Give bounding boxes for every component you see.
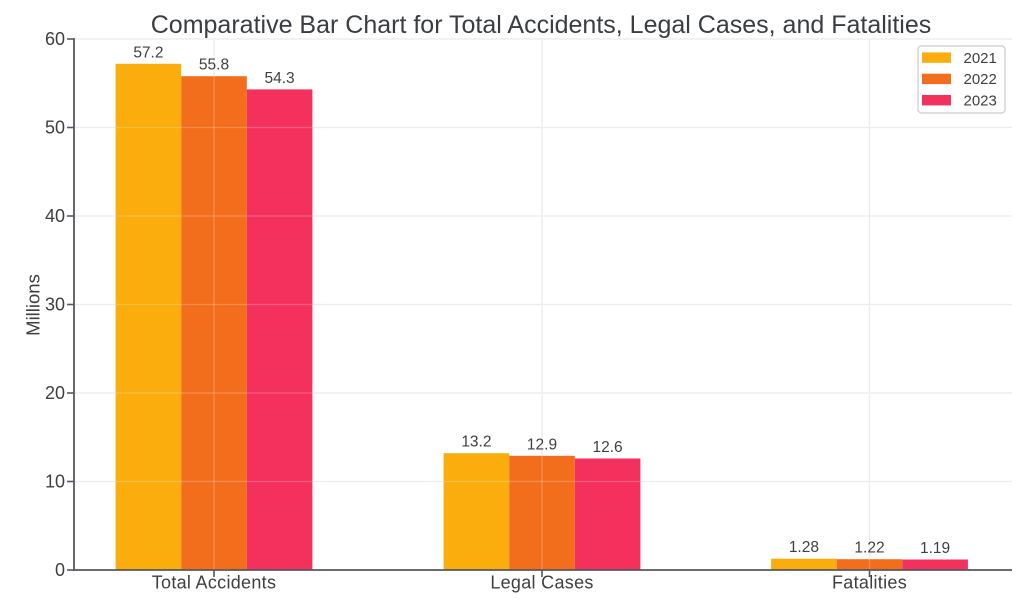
svg-text:55.8: 55.8 — [199, 57, 229, 74]
svg-text:Comparative Bar Chart for Tota: Comparative Bar Chart for Total Accident… — [151, 11, 931, 39]
svg-text:Total Accidents: Total Accidents — [152, 573, 277, 593]
svg-text:57.2: 57.2 — [133, 44, 163, 61]
svg-text:54.3: 54.3 — [265, 70, 295, 87]
svg-text:30: 30 — [45, 295, 65, 315]
svg-text:Legal Cases: Legal Cases — [490, 573, 593, 593]
svg-text:1.22: 1.22 — [854, 540, 884, 557]
svg-text:2023: 2023 — [964, 92, 997, 109]
svg-text:2022: 2022 — [964, 71, 997, 88]
svg-text:1.28: 1.28 — [789, 539, 819, 556]
svg-text:12.6: 12.6 — [593, 439, 623, 456]
svg-text:60: 60 — [45, 29, 65, 49]
svg-text:0: 0 — [55, 560, 65, 580]
svg-text:50: 50 — [45, 118, 65, 138]
svg-text:2021: 2021 — [964, 50, 997, 67]
svg-text:Fatalities: Fatalities — [832, 573, 907, 593]
svg-text:12.9: 12.9 — [527, 436, 557, 453]
svg-text:1.19: 1.19 — [920, 540, 950, 557]
svg-text:20: 20 — [45, 383, 65, 403]
svg-text:40: 40 — [45, 206, 65, 226]
svg-text:10: 10 — [45, 472, 65, 492]
svg-text:Millions: Millions — [23, 274, 44, 336]
svg-text:13.2: 13.2 — [461, 434, 491, 451]
